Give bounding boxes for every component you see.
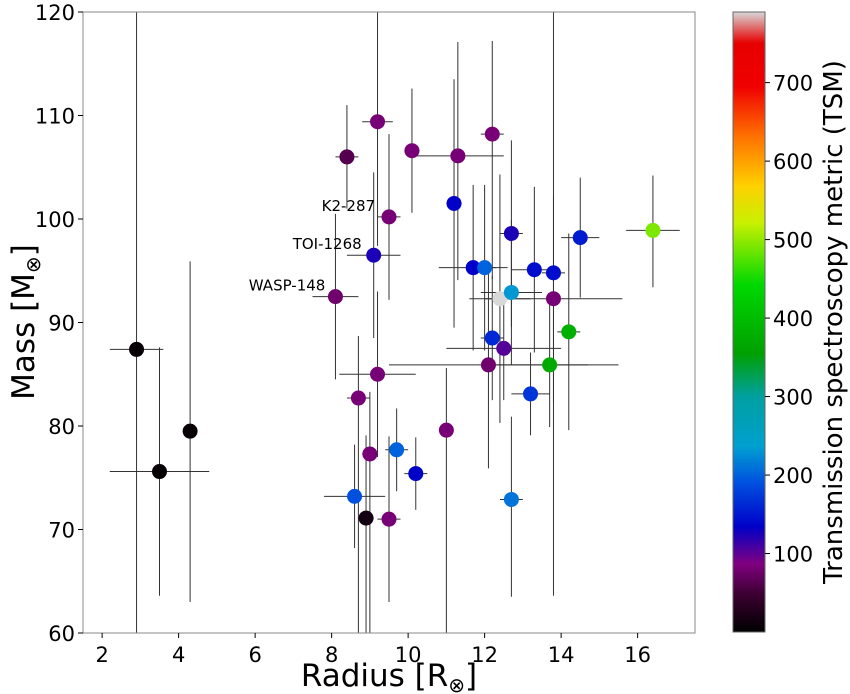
planet-annotation: K2-287	[322, 197, 375, 215]
data-point	[438, 422, 454, 438]
y-tick-label: 60	[48, 622, 75, 646]
data-point	[477, 260, 493, 276]
planet-annotation: TOI-1268	[292, 235, 362, 253]
data-point	[545, 291, 561, 307]
y-tick-label: 110	[35, 105, 75, 129]
colorbar-tick-label: 400	[773, 307, 813, 331]
data-point	[523, 386, 539, 402]
y-tick-label: 80	[48, 415, 75, 439]
data-point	[408, 466, 424, 482]
colorbar-tick-label: 600	[773, 150, 813, 174]
data-point	[484, 126, 500, 142]
x-tick-label: 10	[395, 643, 422, 667]
data-points-group	[129, 114, 661, 527]
colorbar	[732, 11, 766, 633]
colorbar-tick-label: 700	[773, 72, 813, 96]
x-tick-label: 2	[95, 643, 108, 667]
colorbar-tick-label: 100	[773, 543, 813, 567]
data-point	[492, 291, 508, 307]
colorbar-tick-label: 500	[773, 229, 813, 253]
annotations-group: K2-287 TOI-1268 WASP-148	[249, 197, 375, 295]
data-point	[545, 265, 561, 281]
data-point	[389, 442, 405, 458]
x-tick-label: 14	[548, 643, 575, 667]
x-tick-label: 16	[624, 643, 651, 667]
data-point	[129, 341, 145, 357]
data-point	[182, 423, 198, 439]
y-axis-ticks: 60 70 80 90 100 110 120	[35, 1, 83, 646]
data-point	[350, 390, 366, 406]
data-point	[480, 357, 496, 373]
y-tick-label: 120	[35, 1, 75, 25]
colorbar-ticks: 100 200 300 400 500 600 700	[765, 72, 813, 567]
data-point	[347, 488, 363, 504]
x-tick-label: 4	[172, 643, 185, 667]
x-tick-label: 12	[471, 643, 498, 667]
data-point	[381, 209, 397, 225]
data-point	[503, 491, 519, 507]
data-point	[358, 510, 374, 526]
data-point	[484, 330, 500, 346]
y-tick-label: 70	[48, 519, 75, 543]
colorbar-tick-label: 300	[773, 386, 813, 410]
planet-annotation: WASP-148	[249, 277, 326, 295]
data-point	[362, 446, 378, 462]
colorbar-tick-label: 200	[773, 464, 813, 488]
data-point	[503, 225, 519, 241]
data-point	[381, 511, 397, 527]
y-tick-label: 90	[48, 312, 75, 336]
data-point	[366, 247, 382, 263]
data-point	[152, 464, 167, 480]
data-point	[526, 262, 542, 278]
colorbar-label: Transmission spectroscopy metric (TSM)	[819, 60, 849, 585]
data-point	[450, 148, 466, 164]
data-point	[404, 143, 420, 159]
data-point	[542, 357, 558, 373]
x-tick-label: 6	[248, 643, 261, 667]
data-point	[446, 195, 462, 211]
data-point	[496, 340, 512, 356]
data-point	[465, 260, 481, 276]
data-point	[370, 114, 386, 130]
error-bars-group	[109, 12, 680, 633]
x-tick-label: 8	[325, 643, 338, 667]
x-axis-label: Radius [R⊗]	[301, 658, 477, 694]
x-axis-ticks: 2 4 6 8 10 12 14 16	[95, 633, 651, 667]
data-point	[503, 284, 519, 300]
data-point	[572, 230, 588, 246]
data-point	[645, 222, 661, 238]
data-point	[339, 149, 355, 165]
data-point	[327, 289, 343, 305]
y-axis-label: Mass [M⊗]	[6, 244, 45, 400]
data-point	[370, 366, 386, 382]
y-tick-label: 100	[35, 208, 75, 232]
data-point	[561, 324, 577, 340]
